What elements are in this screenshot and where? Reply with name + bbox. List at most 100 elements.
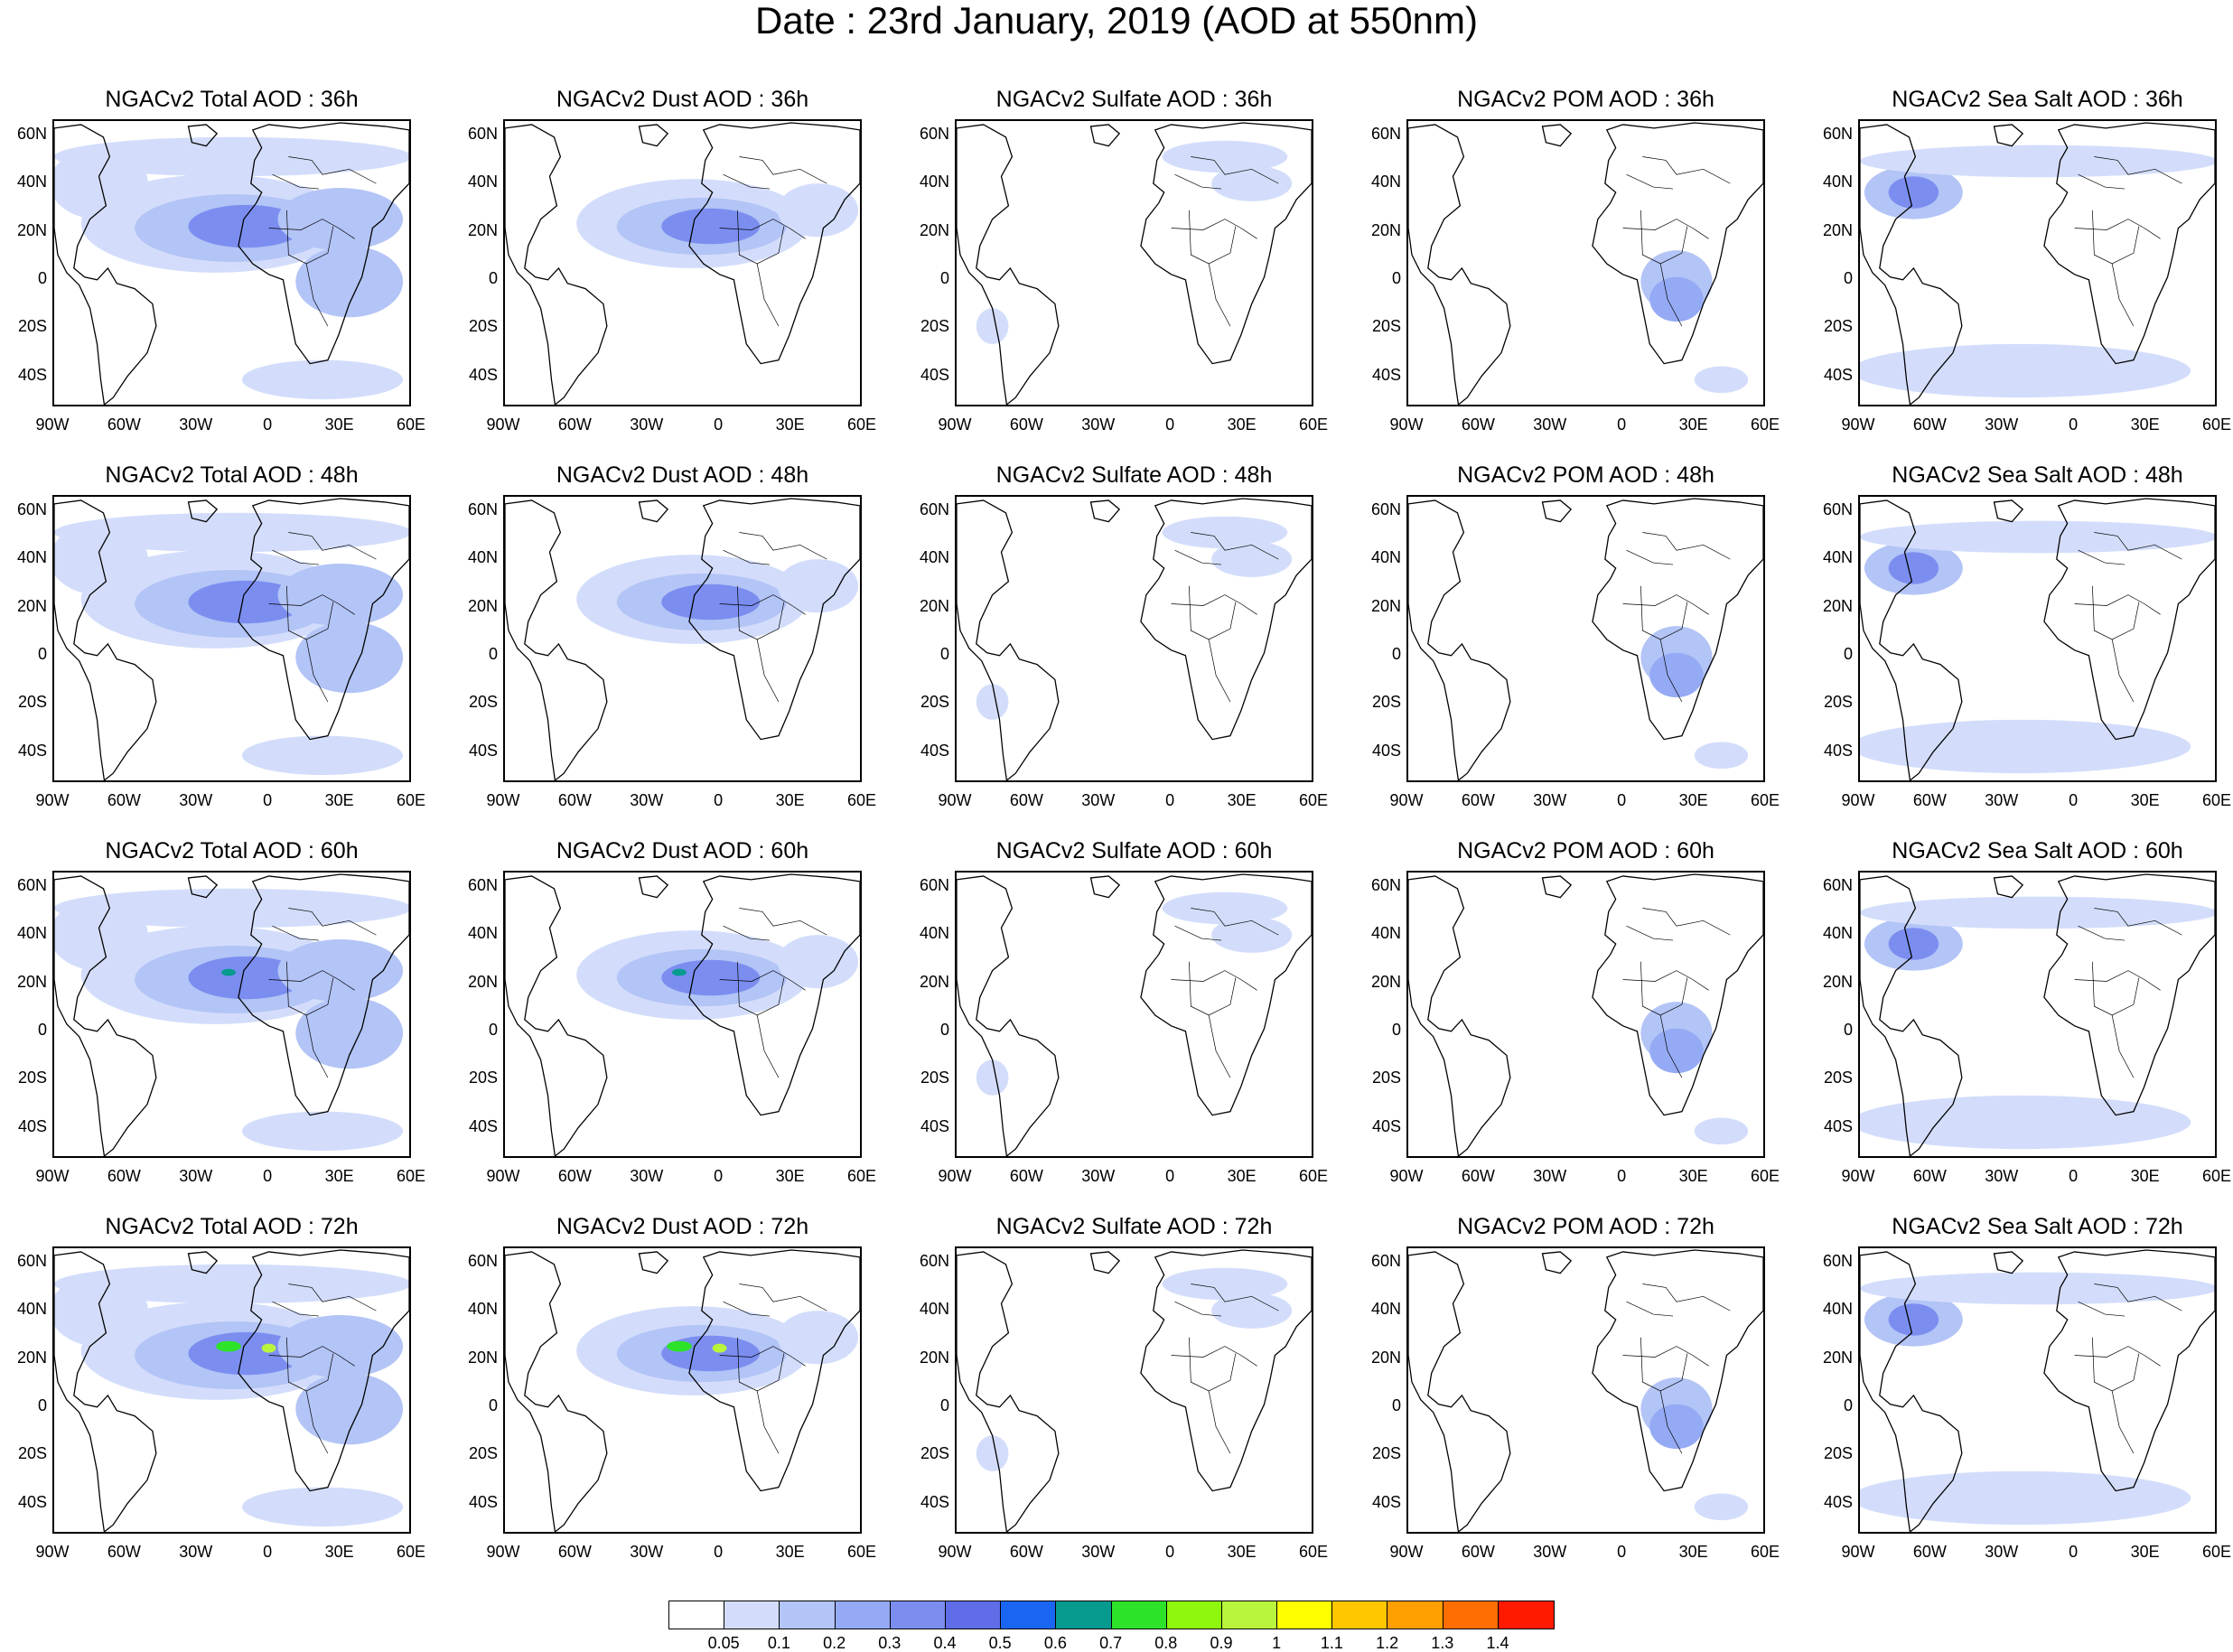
coastline <box>1592 498 1763 741</box>
coastline <box>1993 124 2024 147</box>
panel-title: NGACv2 Dust AOD : 48h <box>556 462 809 488</box>
coastline <box>1541 499 1573 523</box>
lon-tick-label: 30E <box>324 791 354 809</box>
colorbar-label: 0.4 <box>933 1634 957 1652</box>
coastline <box>1993 499 2024 523</box>
country-border <box>723 1301 771 1317</box>
country-border <box>1174 173 1222 190</box>
lon-tick-label: 0 <box>1617 791 1627 809</box>
country-border <box>305 1390 329 1454</box>
country-border <box>1191 1283 1279 1311</box>
lat-tick-label: 60N <box>919 1252 949 1270</box>
lon-tick-label: 60E <box>1750 415 1780 434</box>
panel-title: NGACv2 POM AOD : 72h <box>1457 1214 1714 1239</box>
colorbar-swatch <box>1221 1601 1278 1629</box>
lat-tick-label: 0 <box>37 1020 47 1039</box>
lat-tick-label: 60N <box>467 500 498 518</box>
lon-tick-label: 30E <box>1678 791 1708 809</box>
country-border <box>1659 1014 1683 1078</box>
coastline <box>1860 1251 1963 1532</box>
lon-tick-label: 60W <box>1009 1543 1043 1561</box>
lat-tick-label: 60N <box>16 1252 47 1270</box>
lon-tick-label: 30W <box>1985 415 2019 434</box>
lon-tick-label: 30W <box>630 1543 664 1561</box>
country-border <box>1208 639 1231 703</box>
panel-title: NGACv2 Sea Salt AOD : 60h <box>1892 838 2183 863</box>
country-border <box>1208 1014 1231 1078</box>
lat-tick-label: 40N <box>1822 1300 1853 1319</box>
coastline <box>54 499 157 780</box>
lat-tick-label: 60N <box>1370 500 1401 518</box>
lat-tick-label: 60N <box>1370 125 1401 143</box>
lon-tick-label: 30W <box>179 415 213 434</box>
coastline <box>1993 1251 2024 1274</box>
lon-tick-label: 0 <box>2069 791 2079 809</box>
aod-plume <box>976 1059 1009 1096</box>
lat-tick-label: 20S <box>17 317 47 336</box>
colorbar-swatch <box>1001 1601 1057 1629</box>
aod-plume <box>1860 520 2215 554</box>
country-border <box>1191 532 1279 560</box>
lon-tick-label: 60E <box>846 1543 877 1561</box>
coastline <box>1860 124 1963 405</box>
lat-tick-label: 40N <box>919 1300 949 1319</box>
coastline <box>1140 1249 1312 1492</box>
colorbar-swatch <box>835 1601 891 1629</box>
lon-tick-label: 60W <box>107 415 141 434</box>
lon-tick-label: 60W <box>1461 415 1495 434</box>
lon-tick-label: 30E <box>1678 1543 1708 1561</box>
lat-tick-label: 0 <box>37 644 47 663</box>
coastline <box>54 1251 157 1532</box>
coastline <box>238 122 409 365</box>
country-border <box>2111 1014 2135 1078</box>
coastline <box>2043 498 2215 741</box>
coastline <box>1592 1249 1763 1492</box>
country-border <box>1171 594 1257 615</box>
coastline <box>1140 498 1312 741</box>
lon-tick-label: 90W <box>35 1543 70 1561</box>
lon-tick-label: 30E <box>775 791 805 809</box>
lon-tick-label: 0 <box>1165 1543 1175 1561</box>
lon-tick-label: 0 <box>263 1543 273 1561</box>
lat-tick-label: 60N <box>467 876 498 894</box>
coastline <box>1408 875 1511 1156</box>
aod-plume <box>277 188 404 251</box>
colorbar-label: 0.7 <box>1099 1634 1123 1652</box>
lat-tick-label: 60N <box>1822 500 1853 518</box>
coastline <box>505 1251 608 1532</box>
lat-tick-label: 0 <box>1391 644 1401 663</box>
lat-tick-label: 40N <box>467 173 498 191</box>
lat-tick-label: 20S <box>1823 1069 1853 1087</box>
lon-tick-label: 60W <box>1912 415 1947 434</box>
colorbar-swatch <box>1111 1601 1167 1629</box>
lon-tick-label: 0 <box>263 1167 273 1185</box>
lon-tick-label: 90W <box>938 1167 972 1185</box>
lat-tick-label: 0 <box>939 644 949 663</box>
map-seasalt-aod <box>1858 1246 2217 1534</box>
lat-tick-label: 20N <box>16 972 47 991</box>
lon-tick-label: 60E <box>396 1167 426 1185</box>
coastline <box>505 875 608 1156</box>
lat-tick-label: 40N <box>16 1300 47 1319</box>
lat-tick-label: 40N <box>919 924 949 943</box>
lat-tick-label: 60N <box>1822 1252 1853 1270</box>
lat-tick-label: 20N <box>919 1348 949 1367</box>
lon-tick-label: 0 <box>2069 1167 2079 1185</box>
lon-tick-label: 30W <box>1081 415 1116 434</box>
colorbar-label: 0.5 <box>988 1634 1012 1652</box>
map-pom-aod <box>1406 495 1765 782</box>
lon-tick-label: 60W <box>1912 1167 1947 1185</box>
lon-tick-label: 0 <box>263 791 273 809</box>
lon-tick-label: 60W <box>1009 791 1043 809</box>
country-border <box>2094 156 2182 184</box>
country-border <box>2074 1346 2161 1367</box>
lon-tick-label: 30W <box>1081 1167 1116 1185</box>
lat-tick-label: 20S <box>920 693 949 712</box>
lat-tick-label: 0 <box>939 1395 949 1414</box>
lat-tick-label: 20S <box>1371 693 1401 712</box>
colorbar <box>668 1601 1555 1629</box>
lat-tick-label: 20N <box>467 972 498 991</box>
lon-tick-label: 60E <box>2201 415 2232 434</box>
lon-tick-label: 60E <box>846 1167 877 1185</box>
